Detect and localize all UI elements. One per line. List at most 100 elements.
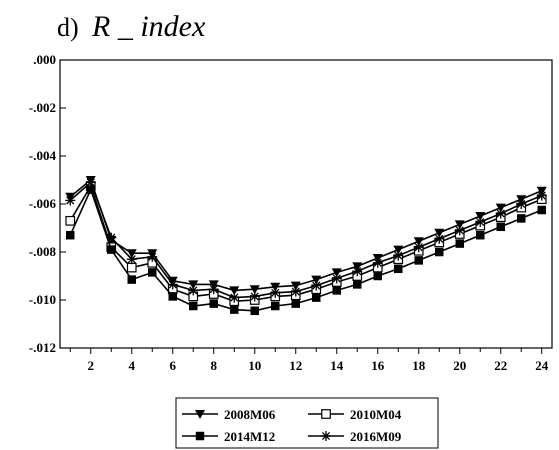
x-tick-label: 4 (129, 358, 136, 373)
y-tick-label: -.008 (29, 244, 57, 259)
series-line (69, 178, 543, 292)
data-point (65, 215, 76, 226)
data-point (454, 225, 465, 236)
x-tick-label: 22 (494, 358, 507, 373)
data-point (147, 251, 158, 262)
legend-label: 2008M06 (224, 407, 276, 422)
series-2014M12 (66, 185, 546, 316)
data-point (413, 242, 424, 253)
series-2010M04 (65, 181, 547, 307)
data-point (249, 285, 260, 295)
y-tick-label: -.006 (29, 196, 57, 211)
x-tick-label: 24 (535, 358, 549, 373)
data-point (321, 431, 331, 441)
data-point (536, 190, 547, 201)
x-tick-label: 2 (88, 358, 95, 373)
data-point (312, 293, 321, 302)
legend-item: 2010M04 (308, 407, 402, 422)
data-point (352, 266, 363, 277)
data-point (475, 217, 486, 227)
data-point (230, 305, 239, 314)
series-line (69, 181, 543, 299)
data-point (291, 299, 300, 308)
data-point (537, 205, 546, 215)
legend-label: 2010M04 (350, 407, 402, 422)
data-point (168, 292, 177, 301)
data-point (476, 230, 485, 240)
x-tick-label: 12 (289, 358, 302, 373)
data-point (208, 284, 219, 295)
data-point (250, 306, 259, 316)
data-point (495, 208, 506, 219)
chart-title-text: R _ index (91, 10, 206, 43)
y-tick-label: -.010 (29, 292, 56, 307)
data-point (209, 299, 218, 308)
data-point (455, 239, 464, 248)
x-tick-label: 14 (330, 358, 344, 373)
data-point (126, 254, 137, 265)
x-tick-label: 10 (248, 358, 261, 373)
data-point (65, 195, 76, 206)
data-point (126, 262, 137, 273)
series-line (69, 184, 543, 303)
data-point (321, 409, 331, 419)
y-axis: .000 -.002 -.004 -.006 -.008 -.010 -.012 (29, 52, 66, 355)
data-point (332, 286, 341, 295)
data-point (331, 273, 342, 284)
data-point (270, 287, 281, 298)
legend-item: 2008M06 (182, 407, 276, 422)
y-tick-label: -.004 (29, 148, 57, 163)
data-point (229, 286, 240, 296)
data-point (195, 410, 205, 419)
data-point (434, 228, 445, 238)
data-point (414, 256, 423, 265)
data-point (66, 230, 75, 240)
x-tick-label: 20 (453, 358, 466, 373)
data-point (127, 275, 136, 284)
x-axis: 2 4 6 8 10 12 14 16 18 20 22 24 (69, 348, 549, 373)
data-point (435, 247, 444, 257)
data-point (393, 245, 404, 255)
data-point (126, 249, 137, 259)
data-point (475, 212, 486, 221)
legend-box (175, 397, 439, 449)
legend-item: 2016M09 (308, 429, 402, 444)
data-point (434, 233, 445, 244)
data-point (229, 292, 240, 303)
data-point (290, 286, 301, 297)
data-point (394, 264, 403, 274)
data-point (516, 199, 527, 209)
data-point (86, 185, 95, 194)
data-point (270, 282, 281, 292)
data-point (290, 281, 301, 291)
legend-item: 2014M12 (182, 429, 275, 444)
x-tick-label: 18 (412, 358, 426, 373)
data-point (311, 280, 322, 291)
data-point (106, 232, 117, 243)
legend-label: 2014M12 (224, 429, 275, 444)
y-tick-label: -.012 (29, 340, 56, 355)
data-point (195, 431, 205, 441)
legend-label: 2016M09 (350, 429, 402, 444)
y-tick-label: -.002 (29, 100, 56, 115)
series-layer (65, 176, 547, 316)
data-point (353, 280, 362, 289)
data-point (373, 271, 382, 281)
series-2016M09 (65, 177, 547, 303)
x-tick-label: 8 (211, 358, 218, 373)
data-point (454, 220, 465, 230)
chart-title-prefix: d) (57, 13, 79, 42)
data-point (413, 237, 424, 247)
data-point (167, 279, 178, 290)
data-point (249, 291, 260, 302)
data-point (331, 268, 342, 278)
data-point (189, 301, 198, 311)
data-point (311, 275, 322, 285)
data-point (188, 280, 199, 290)
data-point (372, 257, 383, 268)
y-tick-label: .000 (33, 52, 56, 67)
data-point (271, 301, 280, 311)
data-point (496, 222, 505, 232)
x-tick-label: 16 (371, 358, 385, 373)
